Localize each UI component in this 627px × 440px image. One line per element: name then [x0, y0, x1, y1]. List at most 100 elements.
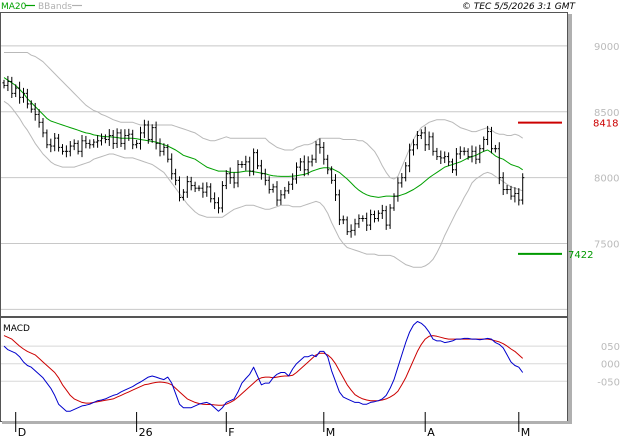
price-bar [478, 144, 482, 164]
price-bar [25, 88, 29, 109]
price-bar [236, 160, 240, 188]
price-bar [482, 136, 486, 152]
price-bar [14, 84, 18, 98]
price-bar [80, 134, 84, 158]
price-bar [220, 181, 224, 213]
price-bar [279, 189, 283, 205]
price-bar [166, 144, 170, 163]
price-bar [37, 109, 41, 128]
price-bar [267, 176, 271, 194]
price-bar [505, 184, 509, 195]
price-bar [60, 144, 65, 155]
price-bar [521, 173, 525, 205]
price-bar [349, 224, 353, 238]
price-bar [447, 152, 451, 167]
price-bar [400, 173, 404, 188]
price-bar [72, 139, 76, 151]
price-bar [154, 121, 158, 150]
price-bar [365, 212, 369, 231]
price-bar [462, 147, 466, 156]
price-bar [357, 214, 361, 228]
macd-gridlines [1, 345, 567, 382]
price-bar [310, 154, 314, 167]
price-bar [123, 129, 127, 150]
copyright-label: © TEC 5/5/2026 3:1 GMT [462, 2, 577, 12]
price-bar [76, 140, 80, 155]
price-bar [291, 173, 295, 190]
axis-shadow-bottom [2, 421, 572, 424]
price-bar [189, 176, 193, 191]
price-levels: 8418 7422 [518, 119, 618, 261]
bband-lower-line [3, 100, 523, 268]
price-bar [443, 151, 447, 164]
price-bar [209, 183, 213, 203]
price-bar [326, 154, 330, 175]
x-tick-label: M [521, 426, 531, 439]
price-y-tick-label: 9000 [594, 42, 619, 53]
price-bar [111, 130, 115, 149]
bband-upper-line [4, 52, 523, 180]
price-bar [302, 155, 306, 177]
price-bar [88, 139, 92, 149]
price-bar [216, 197, 221, 214]
price-bar [41, 117, 45, 138]
price-bar [384, 205, 388, 230]
price-bar [158, 138, 162, 157]
x-tick-label: A [427, 426, 435, 439]
price-bar [415, 131, 419, 150]
price-bar [474, 146, 478, 165]
price-bar [49, 138, 53, 153]
price-bar [392, 193, 396, 211]
price-bar [380, 204, 384, 219]
support-level-label: 7422 [568, 250, 593, 261]
price-bar [135, 139, 139, 149]
price-bar [372, 210, 377, 223]
price-bar [411, 139, 416, 156]
price-bar [466, 148, 470, 160]
price-y-axis: 9000 8500 8000 7500 [594, 42, 619, 251]
x-axis: D 26 F M A M [15, 412, 531, 439]
price-bar [376, 210, 380, 222]
price-bar [64, 145, 68, 158]
resistance-level-label: 8418 [593, 119, 618, 130]
price-bar [439, 150, 443, 164]
price-bar [92, 139, 96, 148]
price-bar [248, 156, 252, 177]
price-bar [174, 168, 178, 186]
price-bar [314, 141, 318, 163]
price-bar [96, 135, 100, 148]
price-bar [255, 149, 260, 170]
price-bar [197, 185, 201, 192]
price-bar [298, 158, 302, 171]
legend-ma20-label: MA20 [1, 2, 27, 12]
price-bar [150, 124, 154, 143]
price-bar [84, 135, 88, 149]
price-bar [177, 176, 182, 202]
ma20-line-group [3, 77, 523, 198]
price-bar [330, 166, 334, 184]
price-bar [396, 177, 400, 202]
price-y-tick-label: 7500 [594, 240, 619, 251]
price-bar [115, 128, 119, 148]
price-bar [232, 172, 236, 189]
price-bar [283, 186, 287, 199]
price-bar [103, 134, 107, 144]
price-bar [224, 170, 228, 190]
price-bar [458, 146, 462, 159]
price-bar [419, 129, 423, 140]
price-bar [142, 119, 146, 139]
price-bar [423, 126, 427, 151]
price-bar [193, 181, 197, 193]
macd-title: MACD [3, 324, 30, 334]
price-bar [369, 209, 373, 231]
price-bar [404, 162, 408, 182]
x-tick-label: D [18, 426, 26, 439]
price-bar [244, 155, 248, 171]
price-bar [259, 159, 263, 180]
price-bar [509, 185, 513, 200]
price-bar [287, 181, 291, 194]
price-bar [517, 188, 521, 206]
price-bar [99, 133, 104, 146]
price-bar [146, 120, 150, 144]
